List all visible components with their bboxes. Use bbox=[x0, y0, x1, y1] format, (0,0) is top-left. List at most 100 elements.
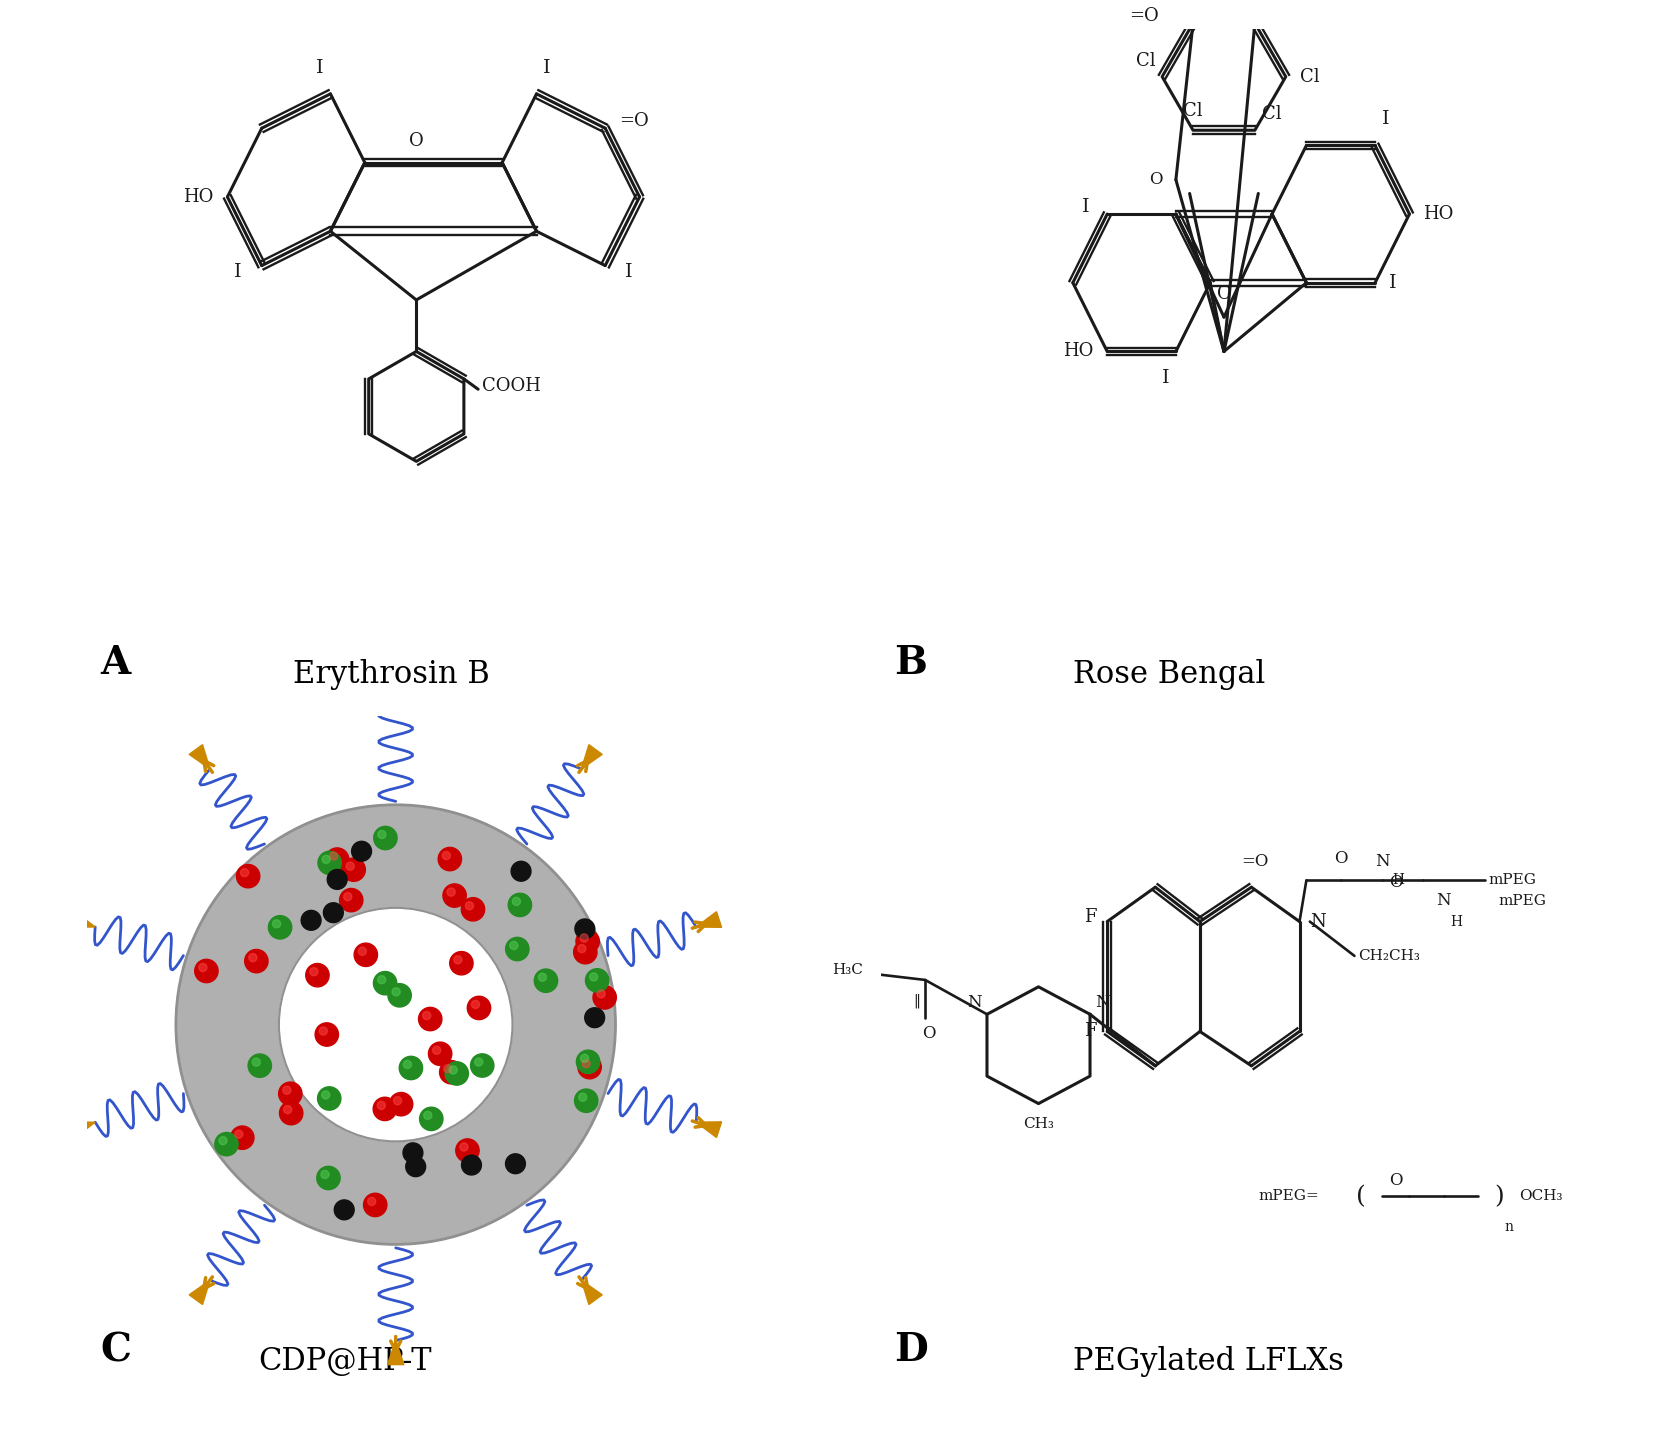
Circle shape bbox=[316, 1023, 339, 1046]
Circle shape bbox=[342, 859, 366, 881]
Circle shape bbox=[440, 1060, 463, 1083]
Circle shape bbox=[389, 1092, 414, 1116]
Text: O: O bbox=[1335, 850, 1348, 867]
Circle shape bbox=[438, 847, 461, 870]
Circle shape bbox=[404, 1143, 423, 1163]
Circle shape bbox=[377, 1102, 385, 1109]
Text: A: A bbox=[101, 644, 131, 683]
Circle shape bbox=[594, 986, 617, 1009]
Circle shape bbox=[506, 937, 529, 960]
Text: D: D bbox=[895, 1331, 928, 1369]
Circle shape bbox=[306, 963, 329, 987]
Circle shape bbox=[511, 861, 531, 881]
Circle shape bbox=[374, 972, 397, 995]
Circle shape bbox=[367, 1198, 375, 1205]
Text: B: B bbox=[895, 644, 928, 683]
Text: =O: =O bbox=[1240, 853, 1269, 870]
Circle shape bbox=[230, 1126, 255, 1149]
Text: I: I bbox=[543, 59, 551, 77]
Circle shape bbox=[582, 1059, 590, 1068]
Text: F: F bbox=[1085, 1023, 1097, 1040]
Text: N: N bbox=[968, 995, 981, 1010]
Circle shape bbox=[453, 956, 461, 964]
Circle shape bbox=[574, 940, 597, 964]
Text: I: I bbox=[1161, 369, 1169, 386]
Circle shape bbox=[461, 1155, 481, 1175]
Text: mPEG: mPEG bbox=[1489, 873, 1537, 887]
Text: PEGylated LFLXs: PEGylated LFLXs bbox=[1073, 1345, 1343, 1377]
Polygon shape bbox=[387, 684, 404, 708]
Polygon shape bbox=[69, 912, 96, 927]
Text: mPEG: mPEG bbox=[1499, 894, 1546, 907]
Circle shape bbox=[318, 1166, 341, 1189]
Circle shape bbox=[318, 1086, 341, 1110]
Circle shape bbox=[218, 1136, 227, 1145]
Circle shape bbox=[450, 952, 473, 975]
Circle shape bbox=[346, 861, 354, 870]
Text: Rose Bengal: Rose Bengal bbox=[1073, 658, 1265, 690]
Circle shape bbox=[309, 967, 318, 976]
Circle shape bbox=[586, 1007, 605, 1027]
Circle shape bbox=[329, 851, 337, 860]
Circle shape bbox=[576, 1050, 600, 1073]
Circle shape bbox=[534, 969, 557, 992]
Circle shape bbox=[389, 983, 412, 1007]
Text: I: I bbox=[1389, 273, 1396, 292]
Circle shape bbox=[468, 996, 491, 1020]
Circle shape bbox=[321, 1090, 329, 1099]
Circle shape bbox=[283, 1086, 291, 1095]
Text: O: O bbox=[1389, 874, 1403, 890]
Circle shape bbox=[538, 973, 546, 982]
Text: F: F bbox=[1085, 907, 1097, 926]
Polygon shape bbox=[189, 1281, 210, 1305]
Circle shape bbox=[574, 1089, 597, 1112]
Circle shape bbox=[589, 973, 597, 982]
Circle shape bbox=[374, 826, 397, 850]
Text: N: N bbox=[1310, 913, 1325, 930]
Circle shape bbox=[268, 916, 291, 939]
Circle shape bbox=[339, 889, 362, 912]
Polygon shape bbox=[69, 1122, 96, 1138]
Circle shape bbox=[461, 897, 485, 922]
Circle shape bbox=[377, 976, 385, 983]
Text: ): ) bbox=[1494, 1185, 1503, 1208]
Circle shape bbox=[283, 1106, 291, 1113]
Text: Cl: Cl bbox=[1262, 106, 1282, 123]
Text: n: n bbox=[1505, 1221, 1513, 1235]
Circle shape bbox=[377, 830, 385, 839]
Circle shape bbox=[404, 1060, 412, 1069]
Circle shape bbox=[457, 1139, 480, 1162]
Circle shape bbox=[321, 1171, 329, 1179]
Polygon shape bbox=[696, 1122, 721, 1138]
Text: O: O bbox=[1217, 285, 1231, 303]
Circle shape bbox=[326, 849, 349, 871]
Circle shape bbox=[420, 1108, 443, 1130]
Circle shape bbox=[344, 893, 352, 900]
Text: I: I bbox=[1381, 110, 1389, 129]
Circle shape bbox=[506, 1153, 526, 1173]
Circle shape bbox=[237, 864, 260, 887]
Circle shape bbox=[443, 1065, 452, 1073]
Circle shape bbox=[248, 953, 256, 962]
Circle shape bbox=[576, 919, 595, 939]
Text: H: H bbox=[1451, 914, 1462, 929]
Circle shape bbox=[508, 893, 531, 917]
Circle shape bbox=[324, 903, 344, 923]
Circle shape bbox=[433, 1046, 440, 1055]
Text: Erythrosin B: Erythrosin B bbox=[293, 658, 490, 690]
Text: mPEG=: mPEG= bbox=[1259, 1189, 1318, 1203]
Text: N: N bbox=[1095, 995, 1110, 1010]
Circle shape bbox=[428, 1042, 452, 1066]
Text: =O: =O bbox=[619, 113, 648, 130]
Text: H₃C: H₃C bbox=[832, 963, 863, 976]
Circle shape bbox=[465, 902, 473, 910]
Circle shape bbox=[577, 1056, 602, 1079]
Circle shape bbox=[364, 1193, 387, 1216]
Text: OCH₃: OCH₃ bbox=[1520, 1189, 1563, 1203]
Circle shape bbox=[323, 856, 331, 863]
Circle shape bbox=[394, 1096, 402, 1105]
Circle shape bbox=[392, 987, 400, 996]
Text: =O: =O bbox=[1130, 7, 1159, 26]
Circle shape bbox=[399, 1056, 422, 1079]
Circle shape bbox=[245, 949, 268, 973]
